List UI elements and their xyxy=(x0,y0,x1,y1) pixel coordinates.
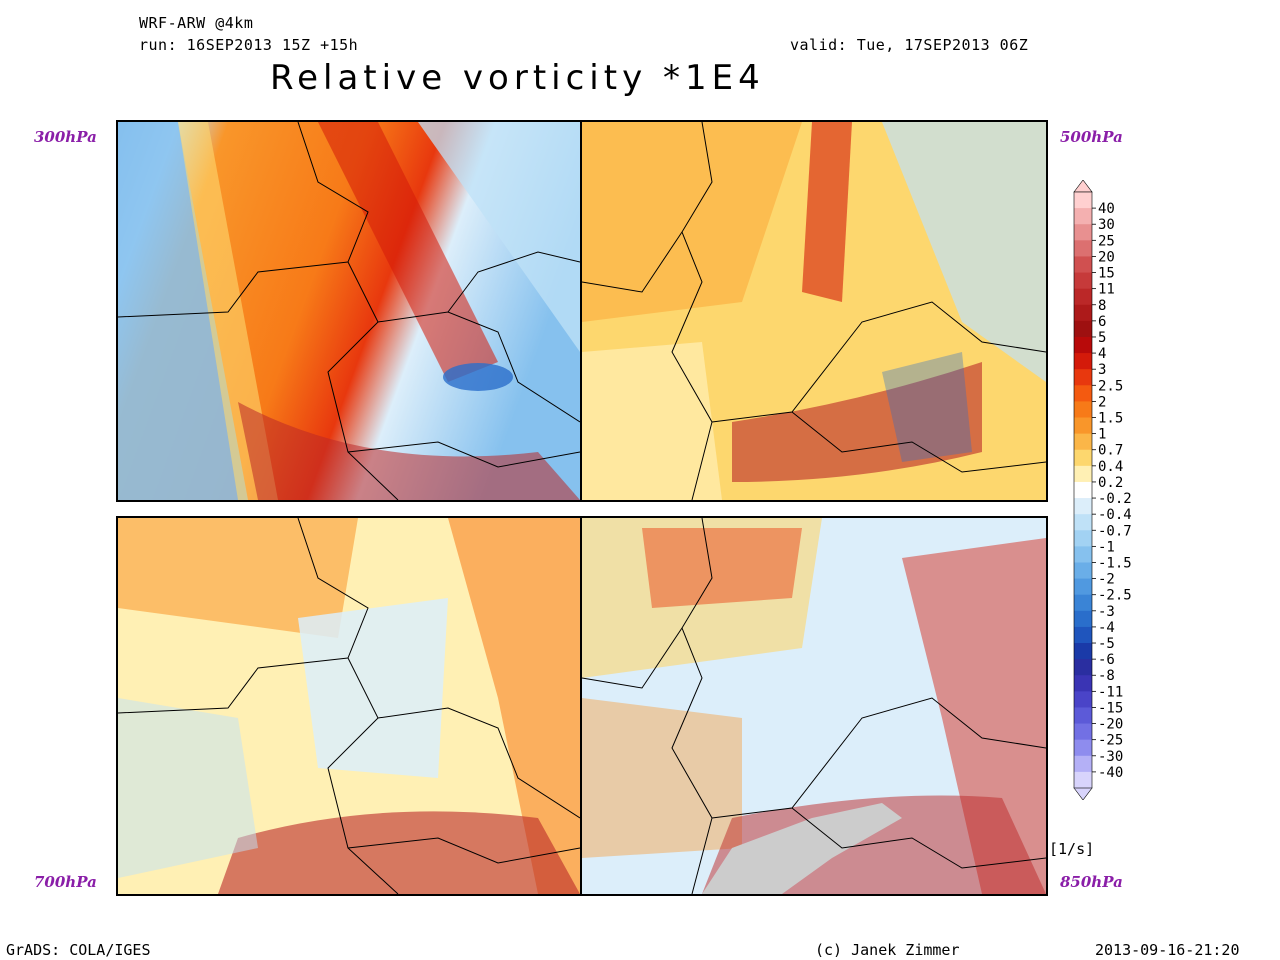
software-credit: GrADS: COLA/IGES xyxy=(6,941,151,959)
map-panel-500hpa xyxy=(580,120,1048,502)
colorbar-swatch xyxy=(1074,417,1092,435)
vorticity-field-500hpa xyxy=(582,122,1046,500)
colorbar-swatch xyxy=(1074,272,1092,290)
colorbar-label: -0.2 xyxy=(1098,491,1132,507)
colorbar-swatch xyxy=(1074,675,1092,692)
colorbar-label: 0.2 xyxy=(1098,475,1123,491)
colorbar-swatch xyxy=(1074,288,1092,306)
colorbar-label: 4 xyxy=(1098,346,1106,362)
colorbar-swatch xyxy=(1074,353,1092,370)
colorbar-swatch xyxy=(1074,433,1092,451)
map-panel-700hpa xyxy=(116,516,582,896)
level-label-700: 700hPa xyxy=(34,873,97,891)
colorbar-swatch xyxy=(1074,256,1092,274)
map-title: Relative vorticity *1E4 xyxy=(270,58,765,98)
valid-label: valid: Tue, 17SEP2013 06Z xyxy=(790,36,1029,54)
vorticity-field-850hpa xyxy=(582,518,1046,894)
vorticity-field-300hpa xyxy=(118,122,580,500)
colorbar-label: -11 xyxy=(1098,684,1123,700)
colorbar-label: 25 xyxy=(1098,233,1115,249)
colorbar-label: 15 xyxy=(1098,266,1115,282)
colorbar-swatch xyxy=(1074,610,1092,628)
colorbar-label: 8 xyxy=(1098,298,1106,314)
colorbar-swatch xyxy=(1074,401,1092,419)
colorbar-bottom-arrow xyxy=(1073,787,1093,800)
colorbar-label: -2.5 xyxy=(1098,588,1132,604)
colorbar-swatch xyxy=(1074,626,1092,644)
colorbar-swatch xyxy=(1074,723,1092,741)
colorbar-top-arrow xyxy=(1073,180,1093,193)
colorbar-swatch xyxy=(1074,755,1092,773)
colorbar-swatch xyxy=(1074,465,1092,483)
colorbar-label: 5 xyxy=(1098,330,1106,346)
colorbar-label: 2.5 xyxy=(1098,378,1123,394)
colorbar-label: -2 xyxy=(1098,572,1115,588)
plot-timestamp: 2013-09-16-21:20 xyxy=(1095,941,1240,959)
colorbar-label: -1 xyxy=(1098,539,1115,555)
colorbar-label: -6 xyxy=(1098,652,1115,668)
colorbar-label: -40 xyxy=(1098,765,1123,781)
colorbar-swatch xyxy=(1074,771,1092,789)
colorbar-swatch xyxy=(1074,643,1092,660)
colorbar-label: 1.5 xyxy=(1098,411,1123,427)
colorbar-label: 0.4 xyxy=(1098,459,1123,475)
colorbar-swatch xyxy=(1074,224,1092,241)
colorbar-swatch xyxy=(1074,385,1092,402)
author-credit: (c) Janek Zimmer xyxy=(815,941,960,959)
colorbar-label: 11 xyxy=(1098,282,1115,298)
colorbar-label: -30 xyxy=(1098,749,1123,765)
level-label-850: 850hPa xyxy=(1060,873,1123,891)
colorbar-label: -20 xyxy=(1098,717,1123,733)
colorbar-label: 40 xyxy=(1098,201,1115,217)
run-label: run: 16SEP2013 15Z +15h xyxy=(139,36,359,54)
colorbar-swatch xyxy=(1074,562,1092,580)
colorbar-label: -1.5 xyxy=(1098,555,1132,571)
colorbar-label: -15 xyxy=(1098,700,1123,716)
colorbar-swatch xyxy=(1074,498,1092,515)
colorbar-swatch xyxy=(1074,530,1092,547)
colorbar-swatch xyxy=(1074,691,1092,708)
level-label-500: 500hPa xyxy=(1060,128,1123,146)
colorbar-label: 0.7 xyxy=(1098,443,1123,459)
vorticity-field-700hpa xyxy=(118,518,580,894)
colorbar-swatch xyxy=(1074,449,1092,467)
colorbar-swatch xyxy=(1074,192,1092,209)
colorbar-label: 1 xyxy=(1098,427,1106,443)
level-label-300: 300hPa xyxy=(34,128,97,146)
map-panel-300hpa xyxy=(116,120,582,502)
colorbar-label: 2 xyxy=(1098,394,1106,410)
colorbar-frame xyxy=(1073,191,1093,789)
colorbar-label: -3 xyxy=(1098,604,1115,620)
colorbar-swatch xyxy=(1074,240,1092,257)
map-panel-850hpa xyxy=(580,516,1048,896)
colorbar-swatch xyxy=(1074,707,1092,725)
colorbar-label: -5 xyxy=(1098,636,1115,652)
model-label: WRF-ARW @4km xyxy=(139,14,254,32)
colorbar-label: -0.4 xyxy=(1098,507,1132,523)
colorbar-label: 6 xyxy=(1098,314,1106,330)
colorbar-swatch xyxy=(1074,578,1092,596)
colorbar-swatch xyxy=(1074,739,1092,757)
colorbar-swatch xyxy=(1074,481,1092,499)
colorbar-swatch xyxy=(1074,320,1092,338)
colorbar-label: 3 xyxy=(1098,362,1106,378)
colorbar-swatch xyxy=(1074,336,1092,354)
colorbar-swatch xyxy=(1074,304,1092,322)
colorbar-label: 20 xyxy=(1098,249,1115,265)
colorbar-swatch xyxy=(1074,659,1092,676)
colorbar-swatch xyxy=(1074,594,1092,612)
colorbar-label: -8 xyxy=(1098,668,1115,684)
colorbar-label: -0.7 xyxy=(1098,523,1132,539)
colorbar-unit: [1/s] xyxy=(1049,840,1095,858)
colorbar-swatch xyxy=(1074,208,1092,225)
colorbar-swatch xyxy=(1074,514,1092,531)
colorbar-swatch xyxy=(1074,546,1092,563)
colorbar-label: 30 xyxy=(1098,217,1115,233)
colorbar: 403025201511865432.521.510.70.40.2-0.2-0… xyxy=(1073,180,1132,800)
colorbar-label: -4 xyxy=(1098,620,1115,636)
colorbar-label: -25 xyxy=(1098,733,1123,749)
colorbar-swatch xyxy=(1074,369,1092,386)
